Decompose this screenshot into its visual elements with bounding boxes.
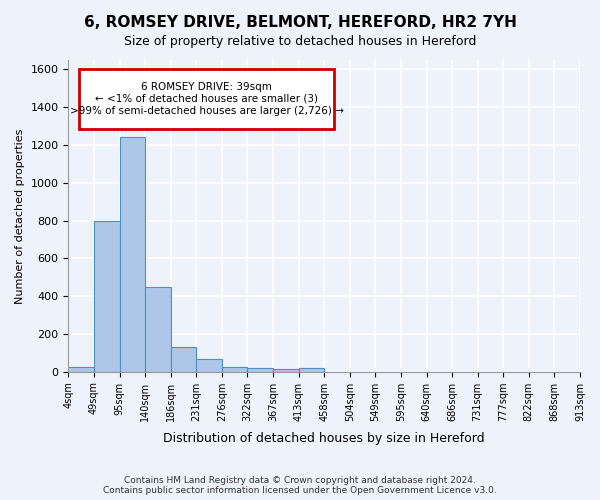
Bar	[119, 138, 145, 372]
FancyBboxPatch shape	[79, 70, 334, 128]
Bar	[299, 368, 324, 372]
Bar	[273, 369, 299, 372]
Bar	[171, 347, 196, 372]
Bar	[94, 220, 119, 372]
Text: Size of property relative to detached houses in Hereford: Size of property relative to detached ho…	[124, 35, 476, 48]
Text: 6 ROMSEY DRIVE: 39sqm
← <1% of detached houses are smaller (3)
>99% of semi-deta: 6 ROMSEY DRIVE: 39sqm ← <1% of detached …	[70, 82, 343, 116]
X-axis label: Distribution of detached houses by size in Hereford: Distribution of detached houses by size …	[163, 432, 485, 445]
Bar	[222, 367, 247, 372]
Bar	[68, 367, 94, 372]
Bar	[247, 368, 273, 372]
Y-axis label: Number of detached properties: Number of detached properties	[15, 128, 25, 304]
Bar	[145, 286, 171, 372]
Text: 6, ROMSEY DRIVE, BELMONT, HEREFORD, HR2 7YH: 6, ROMSEY DRIVE, BELMONT, HEREFORD, HR2 …	[83, 15, 517, 30]
Text: Contains HM Land Registry data © Crown copyright and database right 2024.
Contai: Contains HM Land Registry data © Crown c…	[103, 476, 497, 495]
Bar	[196, 360, 222, 372]
